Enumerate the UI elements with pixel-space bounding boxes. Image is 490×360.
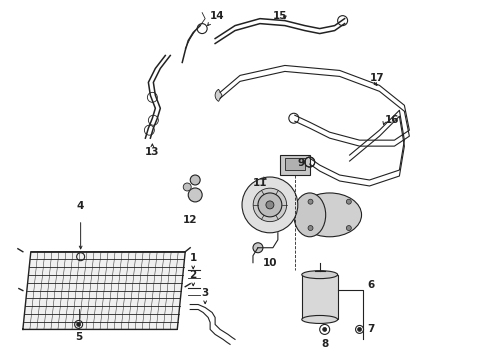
Text: 1: 1 [190, 253, 197, 263]
Text: 14: 14 [210, 10, 225, 21]
Text: 11: 11 [253, 178, 267, 188]
Circle shape [242, 177, 298, 233]
Bar [302, 275, 338, 319]
Text: 16: 16 [385, 115, 399, 125]
Circle shape [253, 188, 287, 222]
Circle shape [346, 199, 351, 204]
Circle shape [308, 226, 313, 230]
Text: 15: 15 [272, 11, 287, 21]
Text: 5: 5 [75, 332, 82, 342]
Text: 17: 17 [369, 73, 384, 84]
Bar [285, 158, 305, 170]
Text: 8: 8 [321, 339, 328, 350]
Text: 4: 4 [77, 201, 84, 211]
Text: 7: 7 [368, 324, 375, 334]
Bar [280, 155, 310, 175]
Circle shape [346, 226, 351, 230]
Circle shape [323, 328, 327, 332]
Circle shape [188, 188, 202, 202]
Ellipse shape [302, 315, 338, 323]
Circle shape [258, 193, 282, 217]
Text: 12: 12 [183, 215, 197, 225]
Circle shape [358, 328, 362, 332]
Ellipse shape [298, 193, 362, 237]
Circle shape [253, 243, 263, 253]
Ellipse shape [302, 271, 338, 279]
Circle shape [190, 175, 200, 185]
Text: 10: 10 [263, 258, 277, 268]
Text: 9: 9 [298, 158, 305, 168]
Text: 6: 6 [368, 280, 375, 289]
Text: 2: 2 [190, 270, 197, 280]
Circle shape [76, 323, 81, 327]
Text: 3: 3 [201, 288, 209, 298]
Circle shape [266, 201, 274, 209]
Text: 13: 13 [145, 147, 160, 157]
Circle shape [183, 183, 191, 191]
Polygon shape [23, 252, 185, 329]
Ellipse shape [294, 193, 326, 237]
Wedge shape [215, 89, 222, 102]
Circle shape [308, 199, 313, 204]
